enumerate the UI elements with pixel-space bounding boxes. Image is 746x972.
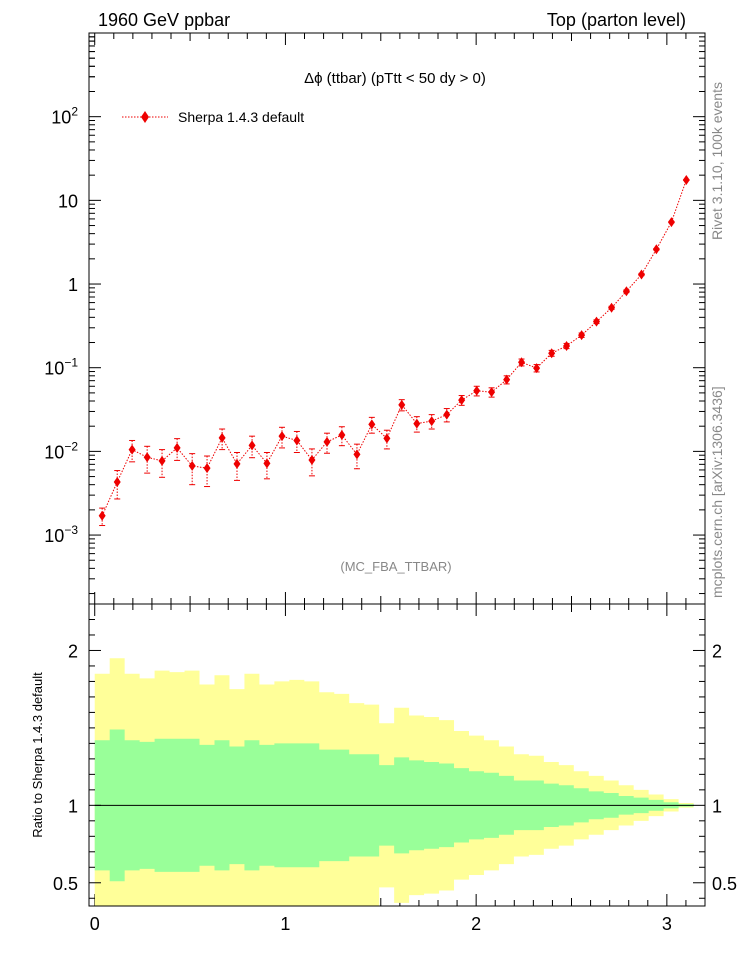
header-right: Top (parton level) <box>547 10 686 30</box>
y-tick-label: 10 <box>58 191 78 211</box>
data-point <box>293 435 301 446</box>
data-point <box>323 436 331 447</box>
data-point <box>488 387 496 398</box>
header-left: 1960 GeV ppbar <box>98 10 230 30</box>
data-point <box>158 455 166 466</box>
data-point <box>383 433 391 444</box>
data-point <box>578 330 586 341</box>
data-point <box>637 269 645 280</box>
ratio-y-tick-label: 0.5 <box>53 874 78 894</box>
data-point <box>652 244 660 255</box>
x-tick-label: 3 <box>662 914 672 934</box>
data-point <box>682 175 690 186</box>
x-tick-label: 0 <box>90 914 100 934</box>
data-point <box>98 510 106 521</box>
ratio-plot-panel: 0.5 0.5 1 1 2 2 0 1 2 3 Ratio to Sherpa 1.4.3 def… <box>30 603 737 934</box>
data-point <box>143 452 151 463</box>
data-point <box>428 416 436 427</box>
legend-entry: Sherpa 1.4.3 default <box>178 109 304 125</box>
legend-marker <box>141 111 149 123</box>
data-point <box>233 458 241 469</box>
data-point <box>278 431 286 442</box>
y-tick-label: 10−2 <box>44 439 78 462</box>
plot-title: Δϕ (ttbar) (pTtt < 50 dy > 0) <box>304 70 486 87</box>
data-point <box>622 286 630 297</box>
data-point <box>308 454 316 465</box>
data-point <box>188 460 196 471</box>
ratio-y-tick-label-right: 0.5 <box>712 874 737 894</box>
data-point <box>458 395 466 406</box>
ratio-y-tick-label: 1 <box>68 796 78 816</box>
x-tick-label: 2 <box>471 914 481 934</box>
data-point <box>503 374 511 385</box>
data-point <box>548 348 556 359</box>
legend: Sherpa 1.4.3 default <box>122 109 304 125</box>
mcplots-label: mcplots.cern.ch [arXiv:1306.3436] <box>709 386 725 598</box>
data-point <box>218 432 226 443</box>
ratio-y-tick-label-right: 2 <box>712 641 722 661</box>
data-point <box>398 399 406 410</box>
ratio-y-tick-label-right: 1 <box>712 796 722 816</box>
ratio-y-tick-label: 2 <box>68 641 78 661</box>
data-point <box>473 385 481 396</box>
y-tick-label: 10−1 <box>44 356 78 379</box>
data-point <box>592 316 600 327</box>
watermark: (MC_FBA_TTBAR) <box>340 559 451 574</box>
data-point <box>518 357 526 368</box>
y-tick-label: 10−3 <box>44 523 78 546</box>
data-point <box>608 302 616 313</box>
data-point <box>338 429 346 440</box>
ratio-ylabel: Ratio to Sherpa 1.4.3 default <box>30 672 45 838</box>
x-tick-label: 1 <box>280 914 290 934</box>
data-point <box>203 463 211 474</box>
data-point <box>533 363 541 374</box>
data-point <box>563 340 571 351</box>
data-point <box>368 419 376 430</box>
y-tick-label: 1 <box>68 275 78 295</box>
data-point <box>353 449 361 460</box>
data-point <box>413 418 421 429</box>
y-tick-label: 102 <box>51 105 78 128</box>
ratio-frame <box>88 603 706 907</box>
data-point <box>667 217 675 228</box>
data-point <box>173 442 181 453</box>
data-point <box>443 409 451 420</box>
data-point <box>128 444 136 455</box>
rivet-label: Rivet 3.1.10, 100k events <box>709 82 725 240</box>
data-point <box>113 477 121 488</box>
data-point <box>248 440 256 451</box>
data-point <box>263 458 271 469</box>
